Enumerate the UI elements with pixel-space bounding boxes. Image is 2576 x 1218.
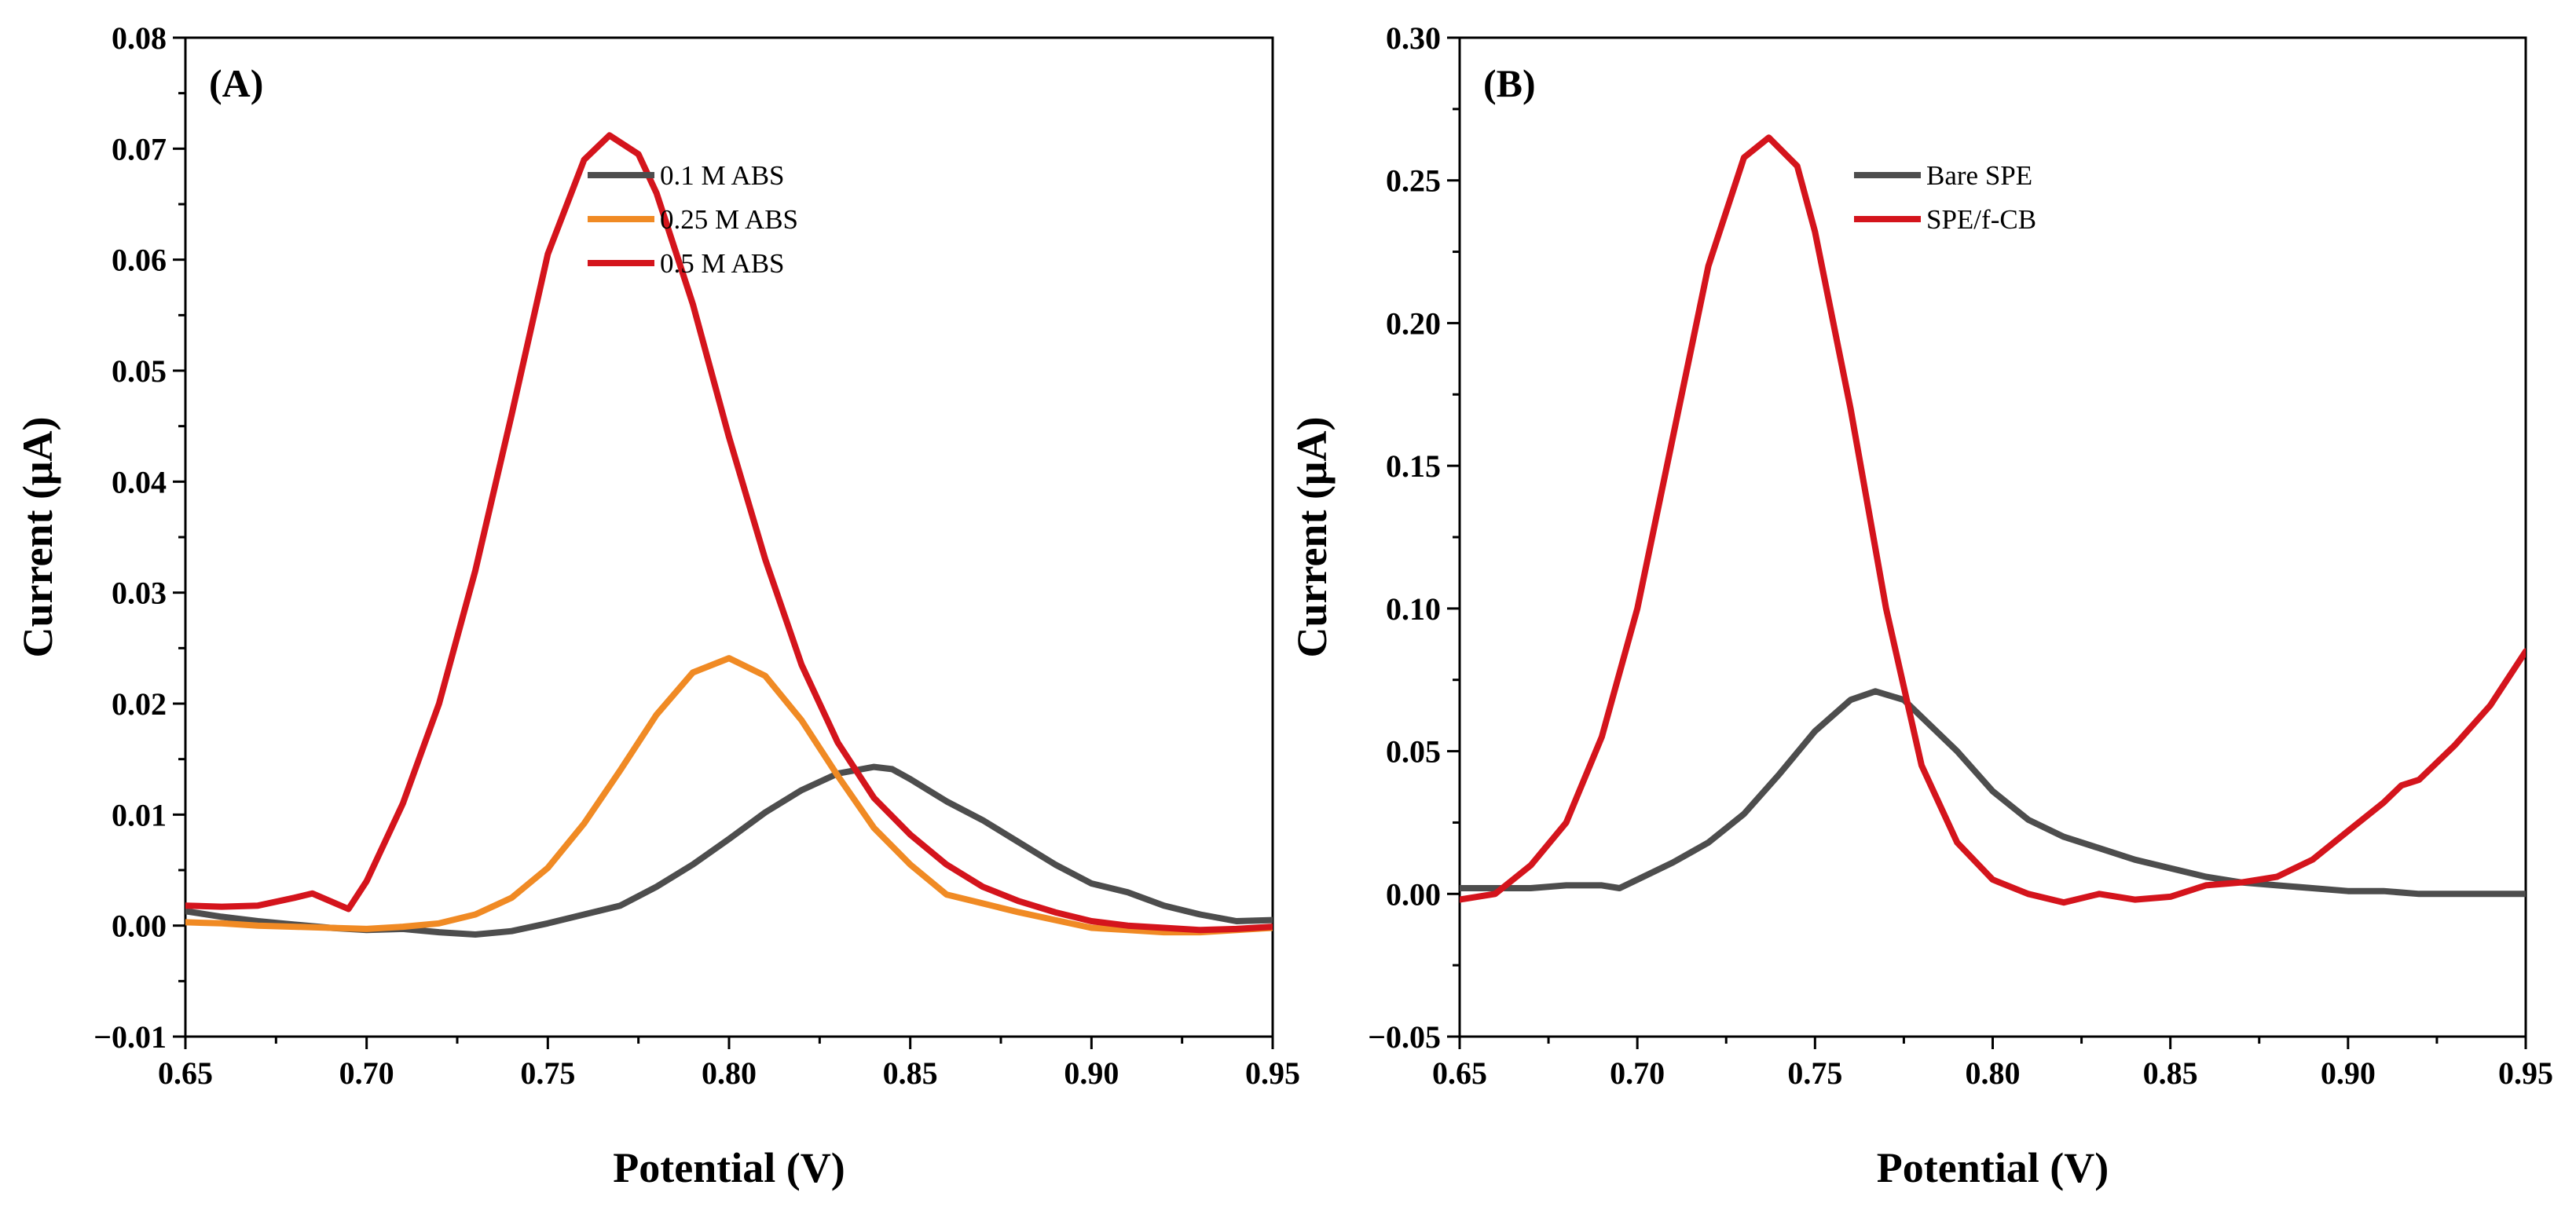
y-tick-label-b-0: −0.05 [1368, 1019, 1441, 1055]
ticks-a: 0.65 0.70 0.75 0.80 0.85 0.90 0.95 −0.01 0.00 0.0… [93, 20, 1300, 1091]
legend-a: 0.1 M ABS 0.25 M ABS 0.5 M ABS [588, 160, 798, 279]
series-group-a [185, 132, 1273, 938]
y-tick-label-b-5: 0.20 [1386, 305, 1441, 341]
x-tick-label-b-3: 0.80 [1966, 1055, 2021, 1091]
x-tick-label-a-2: 0.75 [520, 1055, 575, 1091]
series-line-a-1 [185, 655, 1273, 936]
legend-label-a-1: 0.25 M ABS [660, 204, 798, 235]
y-tick-label-a-2: 0.01 [112, 797, 167, 832]
panel-label-b: (B) [1483, 61, 1536, 105]
y-tick-label-a-8: 0.07 [112, 131, 167, 166]
x-tick-label-a-0: 0.65 [158, 1055, 213, 1091]
y-tick-label-b-4: 0.15 [1386, 448, 1441, 484]
panel-label-a: (A) [209, 61, 263, 105]
legend-label-b-0: Bare SPE [1926, 160, 2032, 191]
x-tick-label-a-3: 0.80 [702, 1055, 757, 1091]
series-line-a-2 [185, 132, 1273, 934]
y-tick-label-b-2: 0.05 [1386, 734, 1441, 770]
x-tick-label-b-1: 0.70 [1610, 1055, 1665, 1091]
y-tick-label-a-7: 0.06 [112, 243, 167, 278]
y-tick-label-a-0: −0.01 [93, 1019, 167, 1055]
x-tick-label-b-5: 0.90 [2321, 1055, 2376, 1091]
legend-label-a-2: 0.5 M ABS [660, 248, 785, 279]
chart-panel-a: 0.65 0.70 0.75 0.80 0.85 0.90 0.95 −0.01 0.00 0.0… [14, 20, 1300, 1191]
y-tick-label-b-7: 0.30 [1386, 20, 1441, 56]
series-line-b-1 [1460, 134, 2526, 906]
y-tick-label-a-5: 0.04 [112, 464, 167, 499]
x-tick-label-b-4: 0.85 [2143, 1055, 2198, 1091]
y-tick-label-a-4: 0.03 [112, 576, 167, 611]
y-tick-label-a-6: 0.05 [112, 353, 167, 389]
y-tick-label-b-3: 0.10 [1386, 591, 1441, 627]
x-tick-label-a-4: 0.85 [883, 1055, 938, 1091]
x-axis-title-a: Potential (V) [613, 1144, 845, 1191]
y-tick-label-b-1: 0.00 [1386, 876, 1441, 912]
series-line-b-0 [1460, 688, 2526, 898]
x-tick-label-b-0: 0.65 [1432, 1055, 1487, 1091]
y-tick-label-a-9: 0.08 [112, 20, 167, 56]
x-tick-label-a-1: 0.70 [339, 1055, 394, 1091]
legend-b: Bare SPE SPE/f-CB [1854, 160, 2036, 235]
x-tick-label-a-5: 0.90 [1064, 1055, 1119, 1091]
x-tick-label-b-6: 0.95 [2498, 1055, 2553, 1091]
series-group-b [1460, 134, 2526, 906]
y-tick-label-a-1: 0.00 [112, 909, 167, 944]
y-tick-label-a-3: 0.02 [112, 686, 167, 722]
x-tick-label-b-2: 0.75 [1787, 1055, 1842, 1091]
y-axis-title-b: Current (μA) [1288, 416, 1336, 657]
chart-panel-b: 0.65 0.70 0.75 0.80 0.85 0.90 0.95 −0.05 0.00 0.0… [1288, 20, 2553, 1191]
y-axis-title-a: Current (μA) [14, 416, 61, 657]
ticks-b: 0.65 0.70 0.75 0.80 0.85 0.90 0.95 −0.05 0.00 0.0… [1368, 20, 2553, 1091]
legend-label-a-0: 0.1 M ABS [660, 160, 785, 191]
x-axis-title-b: Potential (V) [1877, 1144, 2109, 1191]
x-tick-label-a-6: 0.95 [1245, 1055, 1300, 1091]
y-tick-label-b-6: 0.25 [1386, 163, 1441, 199]
legend-label-b-1: SPE/f-CB [1926, 204, 2036, 235]
